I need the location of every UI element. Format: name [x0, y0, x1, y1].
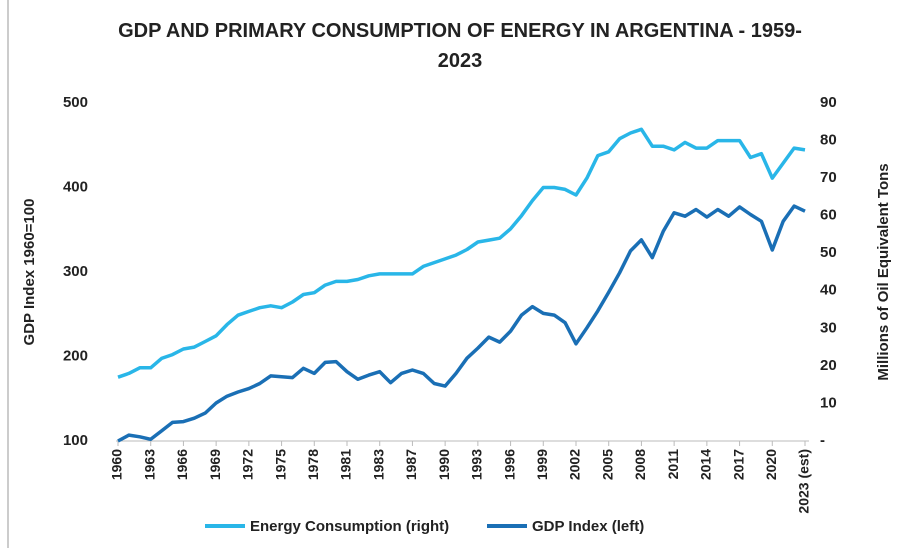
- series-line: [117, 127, 806, 379]
- y-tick-label: 300: [63, 263, 88, 280]
- y2-tick-label: 80: [820, 132, 837, 149]
- legend-label: Energy Consumption (right): [250, 518, 449, 535]
- y2-tick-label: 40: [820, 282, 837, 299]
- x-tick-label: 1983: [370, 449, 386, 480]
- y2-tick-label: 70: [820, 169, 837, 186]
- x-tick-label: 1972: [240, 449, 256, 480]
- x-tick-label: 1999: [534, 449, 550, 480]
- x-tick-label: 2023 (est): [796, 449, 812, 514]
- x-tick-label: 1978: [305, 449, 321, 480]
- y2-tick-label: 60: [820, 207, 837, 224]
- x-tick-label: 1993: [469, 449, 485, 480]
- x-tick-label: 2002: [567, 449, 583, 480]
- y2-tick-label: 50: [820, 244, 837, 261]
- y-tick-label: 400: [63, 178, 88, 195]
- x-tick-label: 1987: [403, 449, 419, 480]
- x-tick-label: 1963: [141, 449, 157, 480]
- x-tick-label: 1966: [174, 449, 190, 480]
- x-tick-label: 1990: [436, 449, 452, 480]
- x-tick-label: 1969: [207, 449, 223, 480]
- y2-tick-label: -: [820, 432, 825, 449]
- y2-tick-label: 90: [820, 94, 837, 111]
- series-line: [117, 204, 806, 443]
- y2-tick-label: 20: [820, 357, 837, 374]
- x-tick-label: 1981: [338, 449, 354, 480]
- x-tick-label: 1975: [272, 449, 288, 480]
- x-tick-label: 2014: [698, 449, 714, 480]
- x-tick-label: 1996: [501, 449, 517, 480]
- x-tick-label: 2011: [665, 449, 681, 480]
- y-tick-label: 500: [63, 94, 88, 111]
- x-tick-label: 1960: [109, 449, 125, 480]
- x-tick-label: 2008: [632, 449, 648, 480]
- y-tick-label: 100: [63, 432, 88, 449]
- x-tick-label: 2020: [763, 449, 779, 480]
- x-tick-label: 2005: [599, 449, 615, 480]
- y2-axis-label: Millions of Oil Equivalent Tons: [875, 163, 892, 380]
- x-tick-label: 2017: [730, 449, 746, 480]
- y-tick-label: 200: [63, 347, 88, 364]
- y-axis-label: GDP Index 1960=100: [21, 199, 38, 346]
- y2-tick-label: 30: [820, 319, 837, 336]
- legend-label: GDP Index (left): [532, 518, 644, 535]
- chart-title: GDP AND PRIMARY CONSUMPTION OF ENERGY IN…: [118, 20, 802, 72]
- y2-tick-label: 10: [820, 394, 837, 411]
